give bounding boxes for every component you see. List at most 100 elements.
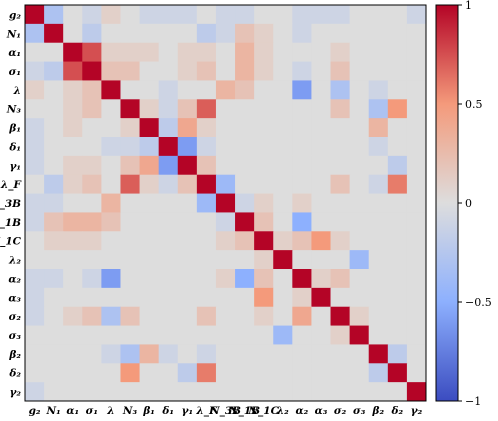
heatmap-cell-17-11: [235, 325, 255, 345]
row-label: N₁: [6, 28, 21, 40]
heatmap-cell-18-15: [311, 344, 332, 364]
heatmap-cell-16-18: [368, 306, 389, 327]
heatmap-cell-14-14: [292, 269, 312, 289]
col-label: α₁: [66, 405, 79, 417]
row-label: σ₁: [9, 66, 21, 78]
colorbar-tick-label: −1: [465, 395, 481, 408]
heatmap-cell-5-14: [292, 99, 312, 119]
heatmap-cell-11-0: [25, 212, 45, 232]
heatmap-cell-18-7: [158, 344, 179, 364]
heatmap-cell-3-19: [387, 61, 408, 81]
col-label: N_1B: [228, 405, 260, 418]
heatmap-cells: [25, 5, 427, 402]
heatmap-cell-20-8: [177, 382, 198, 402]
heatmap-cell-16-1: [44, 306, 64, 327]
heatmap-cell-9-4: [101, 174, 121, 195]
heatmap-cell-1-19: [387, 23, 408, 44]
heatmap-cell-10-9: [196, 193, 217, 213]
col-label: N₁: [46, 405, 61, 417]
heatmap-cell-5-2: [63, 99, 83, 119]
heatmap-cell-19-2: [63, 363, 83, 383]
col-label: λ: [106, 405, 114, 417]
heatmap-cell-11-17: [349, 212, 370, 232]
heatmap-cell-9-20: [406, 174, 427, 195]
heatmap-cell-5-12: [254, 99, 274, 119]
heatmap-cell-14-1: [44, 269, 64, 289]
heatmap-cell-20-16: [330, 382, 351, 402]
heatmap-cell-14-20: [406, 269, 427, 289]
heatmap-cell-3-18: [368, 61, 389, 81]
heatmap-cell-6-3: [82, 118, 102, 138]
heatmap-cell-9-13: [273, 174, 293, 195]
heatmap-cell-7-10: [215, 137, 236, 157]
heatmap-cell-5-8: [177, 99, 198, 119]
heatmap-cell-1-0: [25, 23, 45, 44]
heatmap-cell-4-0: [25, 80, 45, 100]
heatmap-cell-8-2: [63, 155, 83, 176]
heatmap-cell-8-0: [25, 155, 45, 176]
heatmap-cell-10-10: [215, 193, 236, 213]
heatmap-cell-11-9: [196, 212, 217, 232]
heatmap-cell-19-15: [311, 363, 332, 383]
heatmap-cell-1-13: [273, 23, 293, 44]
heatmap-cell-1-12: [254, 23, 274, 44]
heatmap-cell-13-20: [406, 250, 427, 270]
heatmap-cell-4-5: [120, 80, 141, 100]
row-label: δ₁: [8, 141, 21, 153]
heatmap-cell-8-13: [273, 155, 293, 176]
heatmap-cell-13-9: [196, 250, 217, 270]
heatmap-cell-15-5: [120, 287, 141, 308]
heatmap-cell-15-19: [387, 287, 408, 308]
heatmap-cell-10-6: [139, 193, 160, 213]
heatmap-cell-4-9: [196, 80, 217, 100]
heatmap-cell-14-0: [25, 269, 45, 289]
heatmap-cell-7-0: [25, 137, 45, 157]
heatmap-cell-10-4: [101, 193, 121, 213]
heatmap-cell-12-18: [368, 231, 389, 251]
heatmap-cell-3-13: [273, 61, 293, 81]
heatmap-cell-7-2: [63, 137, 83, 157]
heatmap-cell-18-5: [120, 344, 141, 364]
heatmap-cell-2-16: [330, 42, 351, 63]
heatmap-cell-1-11: [235, 23, 255, 44]
heatmap-cell-16-6: [139, 306, 160, 327]
heatmap-cell-11-10: [215, 212, 236, 232]
heatmap-cell-12-10: [215, 231, 236, 251]
heatmap-cell-7-17: [349, 137, 370, 157]
heatmap-cell-5-11: [235, 99, 255, 119]
heatmap-cell-4-17: [349, 80, 370, 100]
heatmap-cell-1-20: [406, 23, 427, 44]
heatmap-cell-11-14: [292, 212, 312, 232]
row-label: γ₂: [9, 387, 21, 399]
heatmap-cell-15-17: [349, 287, 370, 308]
heatmap-cell-17-12: [254, 325, 274, 345]
heatmap-cell-20-15: [311, 382, 332, 402]
heatmap-cell-19-5: [120, 363, 141, 383]
heatmap-cell-20-1: [44, 382, 64, 402]
heatmap-cell-3-17: [349, 61, 370, 81]
heatmap-cell-12-1: [44, 231, 64, 251]
col-label: λ_F: [195, 405, 218, 418]
heatmap-cell-18-6: [139, 344, 160, 364]
heatmap-cell-8-4: [101, 155, 121, 176]
heatmap-cell-14-16: [330, 269, 351, 289]
heatmap-cell-14-18: [368, 269, 389, 289]
heatmap-cell-2-8: [177, 42, 198, 63]
heatmap-cell-12-14: [292, 231, 312, 251]
heatmap-cell-19-8: [177, 363, 198, 383]
heatmap-cell-7-19: [387, 137, 408, 157]
heatmap-cell-16-17: [349, 306, 370, 327]
heatmap-cell-17-15: [311, 325, 332, 345]
heatmap-cell-15-16: [330, 287, 351, 308]
heatmap-cell-20-7: [158, 382, 179, 402]
heatmap-cell-20-13: [273, 382, 293, 402]
heatmap-cell-12-11: [235, 231, 255, 251]
heatmap-cell-19-1: [44, 363, 64, 383]
heatmap-cell-9-8: [177, 174, 198, 195]
heatmap-cell-16-2: [63, 306, 83, 327]
heatmap-cell-7-4: [101, 137, 121, 157]
heatmap-cell-0-19: [387, 5, 408, 25]
heatmap-cell-4-16: [330, 80, 351, 100]
heatmap-cell-18-1: [44, 344, 64, 364]
heatmap-cell-7-15: [311, 137, 332, 157]
